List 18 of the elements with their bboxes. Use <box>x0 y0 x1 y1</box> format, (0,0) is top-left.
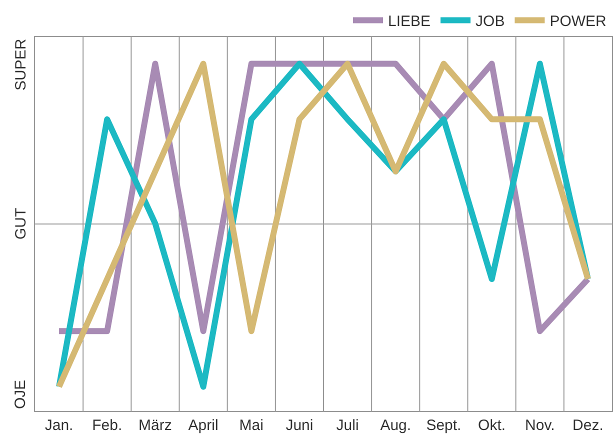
x-tick-label: März <box>138 417 172 434</box>
x-tick-label: Aug. <box>380 417 412 434</box>
text: GUT <box>12 208 30 240</box>
x-tick-label: Dez. <box>572 417 604 434</box>
legend-label: JOB <box>476 13 505 30</box>
text: OJE <box>12 380 29 409</box>
x-tick-label: Okt. <box>478 417 506 434</box>
x-tick-label: Feb. <box>92 417 122 434</box>
legend-label: LIEBE <box>388 13 431 30</box>
x-tick-label: Nov. <box>525 417 555 434</box>
x-tick-label: April <box>188 417 218 434</box>
x-tick-label: Juli <box>336 417 359 434</box>
x-tick-label: Sept. <box>426 417 462 434</box>
x-tick-label: Juni <box>286 417 314 434</box>
x-tick-label: Jan. <box>44 417 74 434</box>
text: SUPER <box>12 38 30 90</box>
x-tick-label: Mai <box>239 417 264 434</box>
legend-label: POWER <box>550 13 607 30</box>
